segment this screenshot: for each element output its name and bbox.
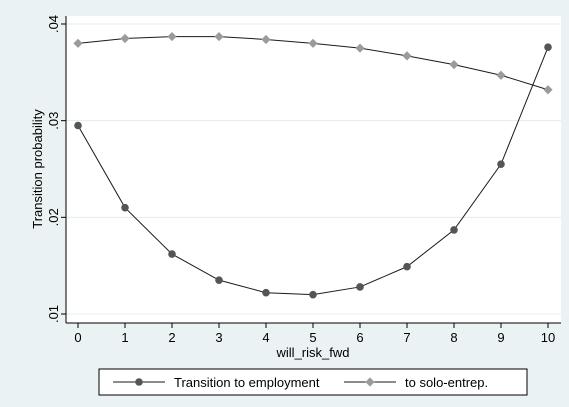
series-0-point-5 [309, 290, 317, 299]
x-tick-label-3: 3 [215, 330, 222, 345]
y-ticks: .01 .02 .03 .04 [46, 15, 66, 323]
series-1-point-4 [261, 34, 271, 45]
series-0-point-10 [544, 43, 552, 51]
x-axis-label: will_risk_fwd [276, 345, 350, 360]
series-group [73, 31, 553, 299]
x-ticks: 0 1 2 3 4 5 6 7 8 9 10 [74, 323, 555, 345]
series-0-point-3 [215, 276, 223, 284]
y-tick-label-0: .01 [46, 305, 61, 323]
y-tick-label-3: .04 [46, 15, 61, 33]
gridlines [66, 23, 561, 315]
series-0-point-6 [356, 283, 364, 291]
series-0-point-9 [497, 160, 505, 168]
series-1-point-7 [402, 51, 412, 61]
x-tick-label-2: 2 [168, 330, 175, 345]
series-1-point-2 [167, 31, 177, 42]
x-tick-label-4: 4 [262, 330, 269, 345]
legend-box [98, 368, 528, 396]
plot-area [66, 16, 561, 323]
x-tick-label-6: 6 [356, 330, 363, 345]
series-0-point-7 [403, 262, 411, 271]
y-axis-label: Transition probability [30, 109, 45, 229]
x-tick-label-8: 8 [450, 330, 457, 345]
series-0-point-2 [168, 250, 176, 258]
series-0-point-1 [121, 203, 129, 212]
x-tick-label-10: 10 [541, 330, 555, 345]
legend-marker-1 [365, 377, 375, 387]
y-tick-label-1: .02 [46, 208, 61, 226]
series-1-point-8 [449, 60, 459, 70]
series-1 [73, 31, 553, 95]
series-0-point-0 [74, 121, 82, 130]
series-1-point-6 [355, 43, 365, 53]
series-1-point-9 [496, 70, 506, 80]
series-1-point-10 [543, 85, 553, 95]
legend-label-1: to solo-entrep. [405, 375, 488, 390]
series-1-point-1 [120, 33, 130, 44]
x-tick-label-7: 7 [403, 330, 410, 345]
x-tick-label-9: 9 [497, 330, 504, 345]
series-0-point-4 [262, 288, 270, 297]
series-1-point-0 [73, 38, 83, 48]
legend-items: Transition to employment to solo-entrep. [113, 375, 488, 390]
series-0-point-8 [450, 226, 458, 234]
series-1-point-3 [214, 31, 224, 42]
x-tick-label-0: 0 [74, 330, 81, 345]
series-1-point-5 [308, 38, 318, 48]
legend-label-0: Transition to employment [174, 375, 320, 390]
x-tick-label-5: 5 [309, 330, 316, 345]
legend-marker-0 [135, 378, 143, 386]
series-0 [74, 43, 552, 299]
x-tick-label-1: 1 [121, 330, 128, 345]
legend: Transition to employment to solo-entrep. [98, 368, 528, 396]
y-tick-label-2: .03 [46, 112, 61, 130]
